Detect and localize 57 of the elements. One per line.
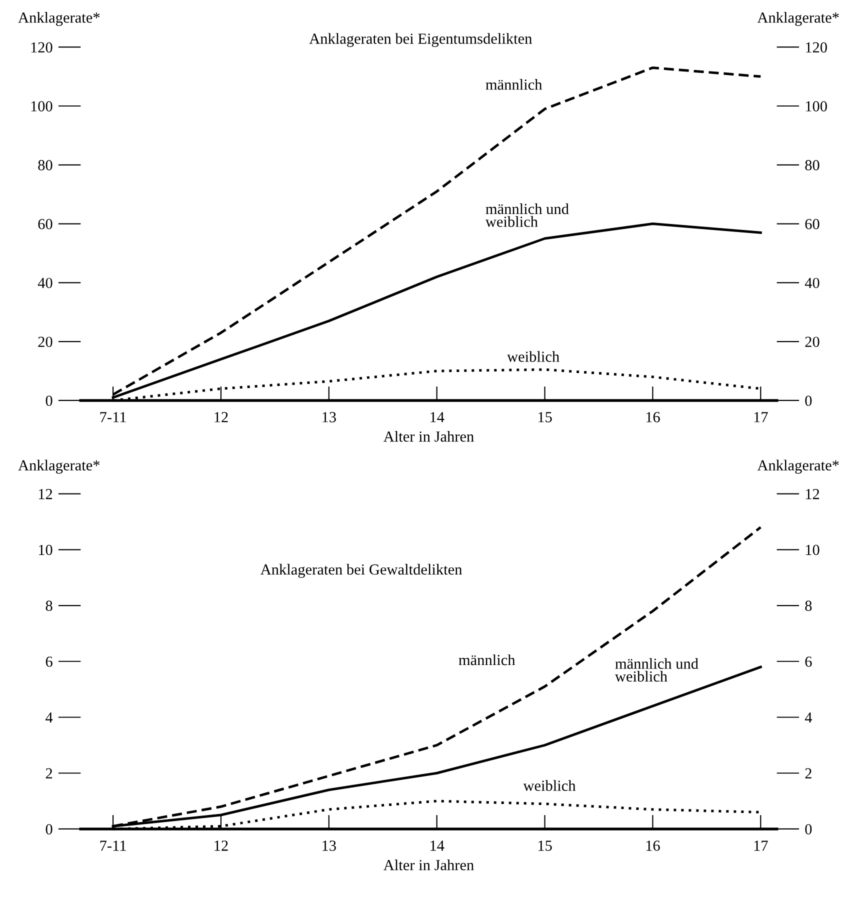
y-tick-label: 80	[38, 160, 52, 170]
y-tick-label: 4	[46, 712, 53, 723]
y-tick-label: 8	[46, 600, 52, 611]
y-tick-label: 2	[46, 768, 52, 778]
text: männlich	[458, 654, 516, 666]
chart-title: Anklageraten bei Eigentumsdelikten	[309, 33, 532, 47]
x-tick-label: 12	[214, 412, 228, 422]
x-tick-label: 16	[646, 412, 660, 422]
y2-tick-label: 6	[805, 656, 812, 667]
x-tick-label: 15	[538, 412, 552, 422]
x-tick-label: 17	[754, 840, 768, 851]
y-tick-label: 100	[31, 101, 52, 112]
y2-tick-label: 0	[805, 824, 812, 834]
x-tick-label: 15	[538, 840, 552, 851]
y-tick-label: 0	[46, 824, 52, 834]
y2-tick-label: 4	[804, 712, 812, 723]
y-tick-label: 0	[46, 396, 52, 406]
y-tick-label: 6	[46, 656, 52, 667]
y2-tick-label: 20	[805, 336, 820, 348]
y-tick-label: 20	[38, 336, 52, 348]
y-tick-label: 10	[38, 544, 52, 556]
y2-axis-title: Anklagerate*	[757, 460, 839, 474]
series-label: männlich und weiblich	[614, 658, 698, 682]
y2-tick-label: 12	[806, 488, 820, 500]
y2-axis-title: Anklagerate*	[757, 12, 839, 26]
y-tick-label: 120	[31, 42, 52, 53]
series-label: männlich und weiblich	[485, 203, 569, 227]
y2-tick-label: 0	[805, 396, 812, 406]
y-axis-title: Anklagerate*	[18, 12, 100, 26]
x-tick-label: 14	[430, 412, 444, 422]
series-label: weiblich	[507, 351, 560, 362]
x-tick-label: 17	[754, 412, 768, 422]
y-tick-label: 40	[38, 278, 52, 288]
x-tick-label: 16	[646, 840, 660, 851]
x-tick-label: 13	[322, 412, 336, 422]
y2-tick-label: 120	[806, 42, 827, 53]
y-tick-label: 12	[38, 488, 52, 500]
line-series	[112, 66, 762, 396]
y2-tick-label: 40	[804, 278, 820, 288]
y-tick-label: 60	[38, 218, 52, 230]
x-tick-label: 7-11	[100, 840, 126, 851]
series-label: weiblich	[523, 780, 576, 791]
series-label: männlich	[486, 79, 542, 90]
y2-tick-label: 2	[805, 768, 812, 778]
y2-tick-label: 8	[805, 600, 812, 611]
y2-tick-label: 60	[805, 218, 820, 230]
text: Anklageraten bei Gewaltdelikten	[260, 564, 462, 578]
x-tick-label: 13	[322, 840, 336, 851]
x-axis-title: Alter in Jahren	[384, 860, 474, 870]
x-tick-label: 12	[214, 840, 228, 851]
y2-tick-label: 100	[806, 101, 827, 112]
x-tick-label: 7-11	[100, 412, 126, 422]
y-axis-title: Anklagerate*	[18, 460, 100, 474]
x-axis-title: Alter in Jahren	[384, 430, 474, 442]
y2-tick-label: 80	[805, 160, 820, 170]
x-tick-label: 14	[430, 840, 444, 851]
y2-tick-label: 10	[806, 544, 820, 556]
